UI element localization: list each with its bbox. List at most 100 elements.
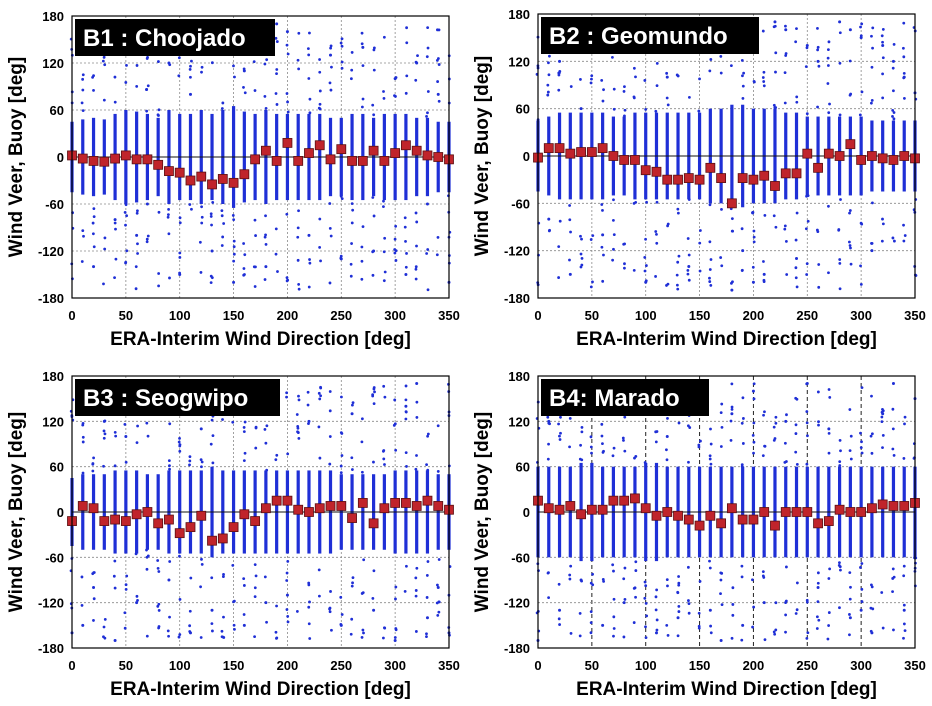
scatter-point (233, 628, 236, 631)
scatter-point (795, 581, 799, 585)
scatter-point (188, 92, 192, 96)
scatter-point (816, 581, 820, 585)
scatter-point (623, 266, 626, 270)
mean-point (608, 495, 619, 506)
scatter-point (274, 92, 278, 95)
scatter-point (274, 252, 278, 256)
scatter-point (285, 92, 289, 95)
scatter-point (188, 463, 191, 467)
scatter-point (870, 432, 874, 436)
scatter-point (784, 419, 788, 423)
scatter-point (209, 281, 213, 285)
mean-point (780, 507, 791, 517)
scatter-point (794, 450, 798, 454)
scatter-point (708, 203, 712, 207)
scatter-point (350, 456, 354, 460)
scatter-point (436, 586, 440, 590)
scatter-point (114, 434, 118, 438)
scatter-point (697, 445, 701, 449)
mean-point (304, 507, 314, 517)
scatter-point (307, 285, 311, 289)
scatter-point (200, 460, 204, 464)
scatter-point (102, 98, 106, 102)
scatter-point (687, 264, 691, 268)
scatter-point (285, 579, 289, 582)
scatter-point (275, 636, 279, 640)
scatter-point (892, 89, 895, 93)
scatter-point (666, 633, 670, 637)
scatter-point (665, 284, 668, 287)
mean-point (737, 514, 748, 525)
scatter-point (870, 242, 874, 245)
scatter-point (210, 249, 214, 253)
scatter-point (827, 40, 831, 44)
scatter-point (643, 79, 647, 82)
scatter-point (82, 234, 85, 238)
scatter-point (318, 102, 322, 106)
scatter-point (318, 107, 322, 111)
scatter-point (568, 204, 571, 207)
scatter-point (794, 276, 798, 280)
scatter-point (81, 109, 85, 112)
scatter-point (81, 422, 85, 425)
mean-point (110, 514, 120, 525)
scatter-point (805, 636, 809, 640)
scatter-point (677, 581, 681, 585)
mean-point (683, 173, 694, 183)
scatter-point (242, 613, 246, 616)
mean-point (640, 503, 651, 514)
scatter-point (827, 624, 831, 627)
scatter-point (426, 432, 430, 436)
scatter-point (209, 442, 213, 446)
scatter-point (393, 398, 397, 402)
scatter-point (601, 279, 605, 283)
scatter-point (589, 435, 593, 439)
mean-point (651, 166, 662, 177)
scatter-point (784, 24, 787, 28)
scatter-point (805, 44, 809, 48)
scatter-point (848, 211, 851, 215)
scatter-point (308, 31, 311, 35)
scatter-point (751, 578, 754, 582)
scatter-point (189, 64, 192, 68)
scatter-point (146, 234, 150, 238)
scatter-point (426, 111, 429, 115)
scatter-point (92, 619, 95, 622)
scatter-point (360, 277, 364, 281)
scatter-point (436, 583, 439, 587)
scatter-point (319, 385, 322, 389)
scatter-point (275, 68, 279, 71)
scatter-point (124, 223, 127, 227)
y-tick-label: 180 (42, 369, 64, 384)
scatter-point (136, 599, 139, 602)
scatter-point (816, 571, 820, 575)
scatter-point (200, 65, 204, 69)
scatter-point (242, 86, 245, 89)
scatter-point (166, 215, 170, 219)
scatter-point (81, 77, 85, 81)
mean-point (347, 156, 357, 166)
scatter-point (253, 563, 257, 567)
scatter-point (188, 455, 192, 459)
y-tick-label: 0 (523, 505, 530, 520)
scatter-point (403, 216, 407, 220)
scatter-point (859, 431, 862, 435)
scatter-point (686, 237, 690, 240)
plot-frame (71, 15, 450, 299)
scatter-point (805, 273, 809, 276)
scatter-point (655, 618, 659, 622)
title-box (541, 379, 709, 416)
plot-frame (537, 13, 916, 299)
scatter-point (426, 560, 430, 563)
scatter-point (404, 417, 408, 421)
scatter-point (655, 241, 659, 245)
chart-title: B3 : Seogwipo (83, 385, 248, 412)
scatter-point (254, 425, 258, 429)
scatter-point (361, 45, 365, 49)
scatter-point (720, 402, 724, 406)
scatter-point (795, 27, 798, 31)
mean-point (619, 155, 630, 165)
scatter-point (860, 587, 864, 591)
scatter-point (308, 261, 312, 265)
scatter-point (569, 230, 572, 234)
